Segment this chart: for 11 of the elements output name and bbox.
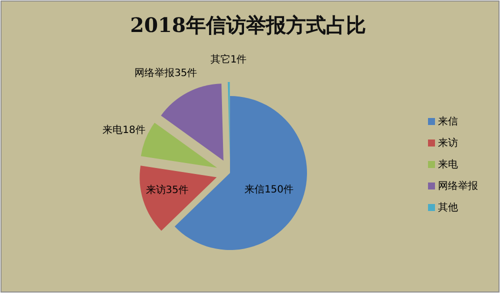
data-label: 来访35件 [146,184,189,196]
data-label: 来电18件 [102,124,146,136]
legend-label: 其他 [438,202,458,214]
legend-label: 来访 [438,137,458,150]
chart-title: 2018年信访举报方式占比 [130,13,366,37]
data-label: 网络举报35件 [134,66,198,79]
data-label: 来信150件 [244,183,294,196]
data-label: 其它1件 [210,54,247,66]
legend-label: 网络举报 [438,180,478,192]
legend-label: 来信 [438,116,458,128]
legend-label: 来电 [438,158,458,171]
